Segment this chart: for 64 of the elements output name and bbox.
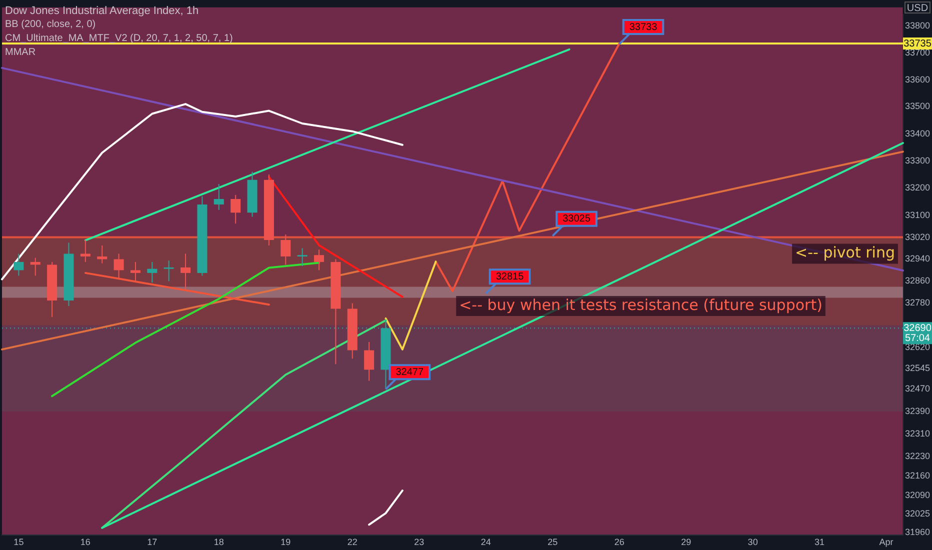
- y-tick-label: 33400: [904, 128, 930, 138]
- candlestick: [280, 234, 291, 266]
- y-tick-label: 33300: [904, 155, 930, 166]
- x-tick-label: 31: [814, 537, 825, 548]
- candlestick: [164, 260, 174, 282]
- x-tick-label: 25: [548, 537, 558, 548]
- candlestick: [97, 244, 108, 264]
- chart-title: Dow Jones Industrial Average Index, 1h: [5, 4, 200, 18]
- y-tick-label: 33600: [904, 74, 930, 84]
- candlestick: [130, 261, 140, 282]
- annotation: 33025: [562, 214, 591, 225]
- ref-line-label: 33735: [904, 38, 932, 50]
- y-tick-label: 32940: [904, 254, 930, 264]
- x-tick-label: 16: [80, 537, 90, 548]
- annotation: <-- pivot ring: [795, 244, 895, 262]
- annotation: CM_Ultimate_MA_MTF_V2 (D, 20, 7, 1, 2, 50, 7, 1): [5, 32, 233, 46]
- y-tick-label: 33500: [904, 101, 930, 112]
- y-tick-label: 32780: [904, 298, 930, 308]
- x-tick-label: 24: [480, 537, 491, 548]
- ref-line-label: 32690 57:04: [904, 322, 932, 344]
- y-tick-label: 32470: [904, 384, 930, 394]
- x-tick-label: 29: [681, 537, 692, 548]
- y-tick-label: 33020: [904, 232, 930, 242]
- candlestick: [314, 249, 324, 271]
- x-tick-label: 30: [748, 537, 758, 548]
- y-tick-label: 32025: [904, 508, 930, 518]
- text: BB (200, close, 2, 0): [5, 18, 97, 32]
- y-tick-label: 32620: [904, 342, 930, 352]
- x-tick-label: 19: [280, 537, 291, 548]
- candlestick: [297, 248, 308, 267]
- candlestick: [147, 261, 158, 284]
- x-tick-label: 18: [214, 537, 224, 548]
- x-tick-label: Apr: [879, 537, 894, 548]
- annotation: MMAR: [5, 46, 37, 60]
- candlestick: [14, 253, 24, 276]
- annotation: <-- buy when it tests resistance (future support): [459, 296, 822, 314]
- y-tick-label: 32230: [904, 450, 930, 461]
- annotation: 32477: [396, 366, 424, 378]
- candlestick: [80, 240, 90, 262]
- y-axis-title: USD: [906, 2, 928, 14]
- candlestick: [214, 184, 224, 210]
- y-tick-label: 33200: [904, 182, 930, 193]
- y-tick-label: 32160: [904, 470, 930, 480]
- y-tick-label: 32860: [904, 276, 930, 286]
- x-tick-label: 23: [414, 537, 424, 548]
- annotation: 32815: [496, 271, 524, 282]
- y-tick-label: 32310: [904, 428, 930, 438]
- x-tick-label: 26: [614, 537, 624, 548]
- candlestick: [114, 253, 124, 279]
- y-tick-label: 32390: [904, 406, 930, 416]
- y-tick-label: 33100: [904, 210, 930, 220]
- x-tick-label: 15: [14, 537, 24, 548]
- candlestick: [30, 257, 40, 276]
- candlestick: [230, 194, 241, 224]
- candlestick: [180, 253, 191, 290]
- annotation: 33733: [629, 22, 658, 33]
- y-tick-label: 32545: [904, 362, 930, 373]
- y-tick-label: 33700: [904, 47, 930, 58]
- y-tick-label: 33800: [904, 20, 930, 31]
- y-tick-label: 32090: [904, 490, 930, 500]
- candlestick: [364, 341, 374, 382]
- x-tick-label: 22: [347, 537, 358, 548]
- x-tick-label: 17: [147, 537, 158, 548]
- y-tick-label: 31960: [904, 526, 930, 537]
